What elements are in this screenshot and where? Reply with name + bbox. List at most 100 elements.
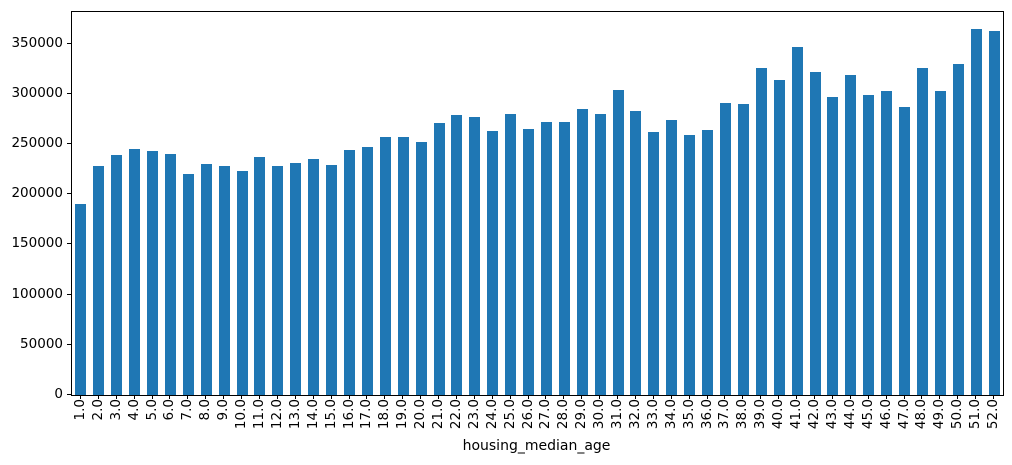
plot-area (71, 11, 1004, 396)
x-tick-label: 17.0 (358, 399, 375, 430)
bar-46.0 (881, 90, 893, 395)
x-tick-label: 25.0 (501, 399, 518, 430)
bar-21.0 (433, 123, 445, 395)
bar-11.0 (254, 156, 266, 395)
x-tick-label: 10.0 (233, 399, 250, 430)
x-tick-label: 38.0 (734, 399, 751, 430)
x-tick-label: 27.0 (537, 399, 554, 430)
y-tick-mark (67, 92, 71, 94)
x-tick-mark (975, 395, 977, 399)
x-tick-mark (617, 395, 619, 399)
x-tick-label: 46.0 (877, 399, 894, 430)
x-tick-mark (169, 395, 171, 399)
x-tick-mark (742, 395, 744, 399)
bar-18.0 (379, 137, 391, 395)
bar-14.0 (308, 158, 320, 395)
x-tick-label: 44.0 (841, 399, 858, 430)
x-tick-label: 4.0 (125, 399, 142, 421)
x-tick-label: 28.0 (555, 399, 572, 430)
y-tick-mark (67, 343, 71, 345)
bar-45.0 (863, 95, 875, 395)
x-tick-mark (993, 395, 995, 399)
x-tick-mark (151, 395, 153, 399)
x-tick-label: 32.0 (626, 399, 643, 430)
x-tick-mark (420, 395, 422, 399)
bar-12.0 (272, 165, 284, 395)
x-tick-label: 48.0 (913, 399, 930, 430)
bar-1.0 (75, 203, 87, 395)
x-tick-label: 11.0 (250, 399, 267, 430)
x-tick-mark (885, 395, 887, 399)
bar-41.0 (791, 47, 803, 395)
x-tick-mark (276, 395, 278, 399)
bar-10.0 (236, 171, 248, 395)
bar-6.0 (164, 154, 176, 395)
x-tick-mark (366, 395, 368, 399)
x-tick-label: 5.0 (143, 399, 160, 421)
x-tick-label: 9.0 (215, 399, 232, 421)
bar-47.0 (899, 107, 911, 395)
bar-42.0 (809, 72, 821, 395)
x-tick-label: 33.0 (644, 399, 661, 430)
bar-49.0 (934, 90, 946, 395)
x-tick-mark (796, 395, 798, 399)
bar-40.0 (773, 80, 785, 395)
x-tick-label: 20.0 (412, 399, 429, 430)
x-tick-label: 6.0 (161, 399, 178, 421)
bar-7.0 (182, 174, 194, 395)
x-tick-mark (634, 395, 636, 399)
x-tick-label: 39.0 (752, 399, 769, 430)
y-tick-label: 250000 (11, 135, 63, 152)
x-tick-label: 29.0 (573, 399, 590, 430)
x-tick-mark (921, 395, 923, 399)
y-tick-mark (67, 42, 71, 44)
x-tick-label: 1.0 (71, 399, 88, 421)
x-tick-mark (205, 395, 207, 399)
x-tick-mark (670, 395, 672, 399)
x-tick-label: 15.0 (322, 399, 339, 430)
x-tick-mark (778, 395, 780, 399)
x-tick-label: 47.0 (895, 399, 912, 430)
x-tick-mark (187, 395, 189, 399)
x-tick-mark (79, 395, 81, 399)
x-tick-mark (330, 395, 332, 399)
x-tick-label: 26.0 (519, 399, 536, 430)
x-tick-label: 42.0 (806, 399, 822, 430)
x-tick-mark (258, 395, 260, 399)
bar-31.0 (612, 90, 624, 395)
bar-29.0 (576, 108, 588, 395)
y-tick-mark (67, 394, 71, 395)
y-tick-label: 50000 (20, 335, 63, 352)
y-tick-mark (67, 193, 71, 195)
x-tick-mark (563, 395, 565, 399)
x-tick-label: 22.0 (447, 399, 464, 430)
y-tick-label: 300000 (11, 84, 63, 101)
bar-26.0 (523, 128, 535, 395)
y-tick-label: 150000 (11, 235, 63, 252)
y-tick-label: 100000 (11, 285, 63, 302)
x-tick-label: 36.0 (698, 399, 715, 430)
x-tick-mark (724, 395, 726, 399)
x-tick-mark (133, 395, 135, 399)
x-tick-mark (97, 395, 99, 399)
x-tick-label: 31.0 (609, 399, 626, 430)
bar-13.0 (290, 163, 302, 395)
bar-37.0 (719, 102, 731, 395)
bar-44.0 (845, 75, 857, 395)
x-tick-mark (241, 395, 243, 399)
x-tick-mark (509, 395, 511, 399)
x-tick-label: 7.0 (179, 399, 196, 421)
x-tick-label: 51.0 (967, 399, 984, 430)
x-tick-label: 41.0 (788, 399, 805, 430)
x-tick-label: 14.0 (304, 399, 321, 430)
x-tick-label: 13.0 (286, 399, 303, 430)
bar-36.0 (702, 130, 714, 395)
bar-28.0 (558, 122, 570, 395)
x-tick-mark (455, 395, 457, 399)
bar-34.0 (666, 119, 678, 395)
x-tick-mark (491, 395, 493, 399)
bar-30.0 (594, 114, 606, 395)
y-tick-mark (67, 143, 71, 145)
x-tick-mark (867, 395, 869, 399)
x-tick-label: 19.0 (394, 399, 411, 430)
